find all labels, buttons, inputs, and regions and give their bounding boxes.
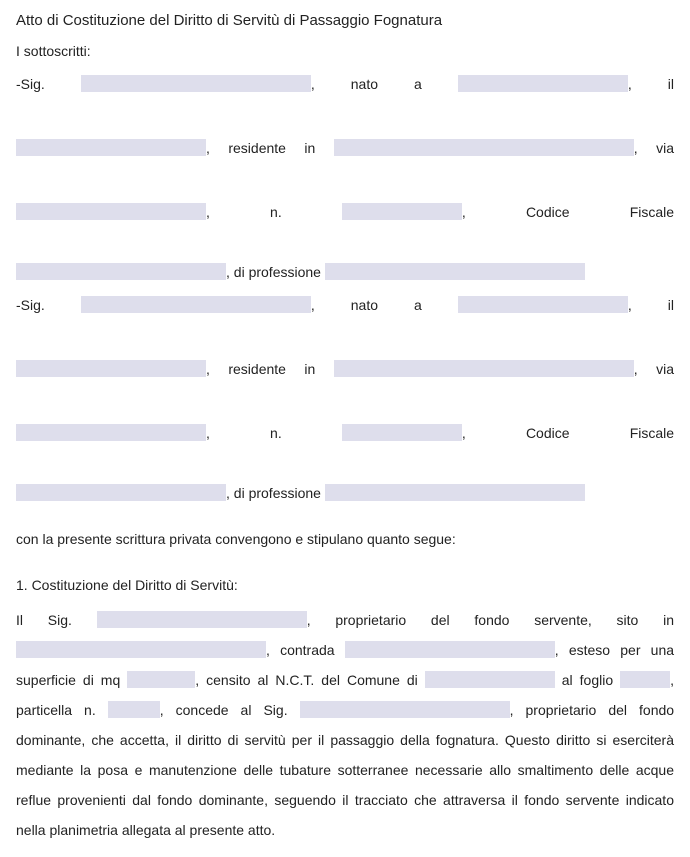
sig1-num-field[interactable] xyxy=(342,203,462,220)
p-prop-servente: , proprietario del fondo servente, sito … xyxy=(307,612,674,628)
p-contrada-field[interactable] xyxy=(345,641,555,658)
n-label: n. xyxy=(270,425,282,441)
sig1-name-field[interactable] xyxy=(81,75,311,92)
comma: , xyxy=(628,76,632,92)
document-title: Atto di Costituzione del Diritto di Serv… xyxy=(16,12,674,29)
sig2-cf-field[interactable] xyxy=(16,484,226,501)
p-censito: , censito al N.C.T. del Comune di xyxy=(195,672,418,688)
signatory-1-line-4: , di professione xyxy=(16,263,674,280)
convengono-text: con la presente scrittura privata conven… xyxy=(16,531,674,547)
signatory-2-line-1: -Sig. , nato a , il xyxy=(16,292,674,344)
section-1-heading: 1. Costituzione del Diritto di Servitù: xyxy=(16,577,674,593)
sig1-street-field[interactable] xyxy=(16,203,206,220)
comma: , xyxy=(634,140,638,156)
fiscale-label: Fiscale xyxy=(630,425,674,441)
sig2-name-field[interactable] xyxy=(81,296,311,313)
comma: , xyxy=(311,297,315,313)
signatory-1-line-1: -Sig. , nato a , il xyxy=(16,71,674,123)
p-contrada-label: , contrada xyxy=(266,642,335,658)
section-1-body: Il Sig. , proprietario del fondo servent… xyxy=(16,605,674,845)
comma: , xyxy=(634,361,638,377)
signatory-2-line-2: , residente in , via xyxy=(16,356,674,408)
n-label: n. xyxy=(270,204,282,220)
a-label: a xyxy=(414,297,422,313)
comma: , xyxy=(628,297,632,313)
il-label: il xyxy=(668,297,674,313)
comma: , xyxy=(462,425,466,441)
signatory-2-line-4: , di professione xyxy=(16,484,674,501)
p-sig2-field[interactable] xyxy=(300,701,510,718)
prof-label: , di professione xyxy=(226,264,321,280)
signatory-1-line-3: , n. , Codice Fiscale xyxy=(16,199,674,251)
codice-label: Codice xyxy=(526,425,570,441)
sig2-city-field[interactable] xyxy=(334,360,634,377)
nato-label: nato xyxy=(351,76,378,92)
sottoscritti-label: I sottoscritti: xyxy=(16,43,674,59)
sig1-cf-field[interactable] xyxy=(16,263,226,280)
p-loc-field[interactable] xyxy=(16,641,266,658)
sig2-prof-field[interactable] xyxy=(325,484,585,501)
a-label: a xyxy=(414,76,422,92)
in-label: in xyxy=(304,361,315,377)
via-label: via xyxy=(656,140,674,156)
signatory-2-line-3: , n. , Codice Fiscale xyxy=(16,420,674,472)
p-part-field[interactable] xyxy=(108,701,160,718)
via-label: via xyxy=(656,361,674,377)
in-label: in xyxy=(304,140,315,156)
comma: , xyxy=(206,204,210,220)
sig1-city-field[interactable] xyxy=(334,139,634,156)
comma: , xyxy=(206,361,210,377)
p-prop-dom: , proprietario xyxy=(510,702,597,718)
p-concede: , concede al Sig. xyxy=(160,702,288,718)
p-al-foglio: al foglio xyxy=(562,672,613,688)
p-esteso: , esteso per una xyxy=(555,642,674,658)
p-foglio-field[interactable] xyxy=(620,671,670,688)
sig-label: -Sig. xyxy=(16,297,45,313)
sig2-place-field[interactable] xyxy=(458,296,628,313)
p-name-field[interactable] xyxy=(97,611,307,628)
fiscale-label: Fiscale xyxy=(630,204,674,220)
sig2-num-field[interactable] xyxy=(342,424,462,441)
p-il-sig: Il Sig. xyxy=(16,612,72,628)
comma: , xyxy=(206,140,210,156)
il-label: il xyxy=(668,76,674,92)
sig2-date-field[interactable] xyxy=(16,360,206,377)
sig-label: -Sig. xyxy=(16,76,45,92)
sig1-place-field[interactable] xyxy=(458,75,628,92)
signatory-1-line-2: , residente in , via xyxy=(16,135,674,187)
p-rest: del fondo dominante, che accetta, il dir… xyxy=(16,702,674,838)
comma: , xyxy=(462,204,466,220)
p-mq-field[interactable] xyxy=(127,671,195,688)
sig2-street-field[interactable] xyxy=(16,424,206,441)
p-superficie: superficie di mq xyxy=(16,672,120,688)
sig1-date-field[interactable] xyxy=(16,139,206,156)
residente-label: residente xyxy=(228,361,286,377)
sig1-prof-field[interactable] xyxy=(325,263,585,280)
comma: , xyxy=(206,425,210,441)
p-comune-field[interactable] xyxy=(425,671,555,688)
comma: , xyxy=(311,76,315,92)
codice-label: Codice xyxy=(526,204,570,220)
residente-label: residente xyxy=(228,140,286,156)
prof-label: , di professione xyxy=(226,485,321,501)
nato-label: nato xyxy=(351,297,378,313)
